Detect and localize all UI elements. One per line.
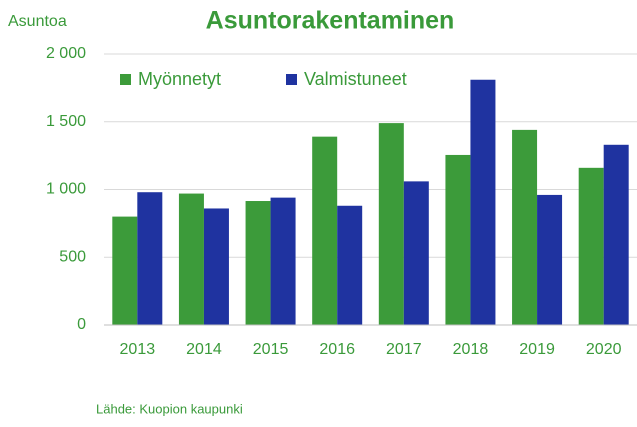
legend-label: Valmistuneet xyxy=(304,69,407,89)
y-tick-label: 1 000 xyxy=(46,181,86,198)
x-tick-label: 2018 xyxy=(453,341,489,358)
bar xyxy=(178,193,204,325)
x-tick-label: 2016 xyxy=(319,341,355,358)
bar xyxy=(312,136,338,325)
x-tick-label: 2019 xyxy=(519,341,555,358)
legend-swatch xyxy=(120,74,131,85)
x-tick-label: 2013 xyxy=(120,341,156,358)
legend-label: Myönnetyt xyxy=(138,69,221,89)
bar xyxy=(270,197,296,325)
bar xyxy=(445,154,471,325)
bar xyxy=(112,216,138,325)
x-tick-label: 2014 xyxy=(186,341,222,358)
bar xyxy=(403,181,429,325)
chart-title: Asuntorakentaminen xyxy=(206,7,455,35)
bar xyxy=(137,192,163,325)
bar xyxy=(337,205,363,325)
y-tick-label: 0 xyxy=(77,316,86,333)
bar xyxy=(537,194,563,325)
y-tick-label: 2 000 xyxy=(46,45,86,62)
y-axis-label: Asuntoa xyxy=(8,13,67,30)
bar xyxy=(603,144,629,325)
legend-swatch xyxy=(286,74,297,85)
source: Lähde: Kuopion kaupunki xyxy=(96,401,243,416)
bar xyxy=(378,123,404,325)
bar xyxy=(578,167,604,325)
y-tick-label: 1 500 xyxy=(46,113,86,130)
x-tick-label: 2020 xyxy=(586,341,622,358)
x-tick-label: 2017 xyxy=(386,341,422,358)
bar xyxy=(245,201,271,325)
bar xyxy=(203,208,229,325)
bar xyxy=(512,129,538,325)
y-tick-label: 500 xyxy=(59,248,86,265)
x-tick-label: 2015 xyxy=(253,341,289,358)
bar xyxy=(470,79,496,326)
